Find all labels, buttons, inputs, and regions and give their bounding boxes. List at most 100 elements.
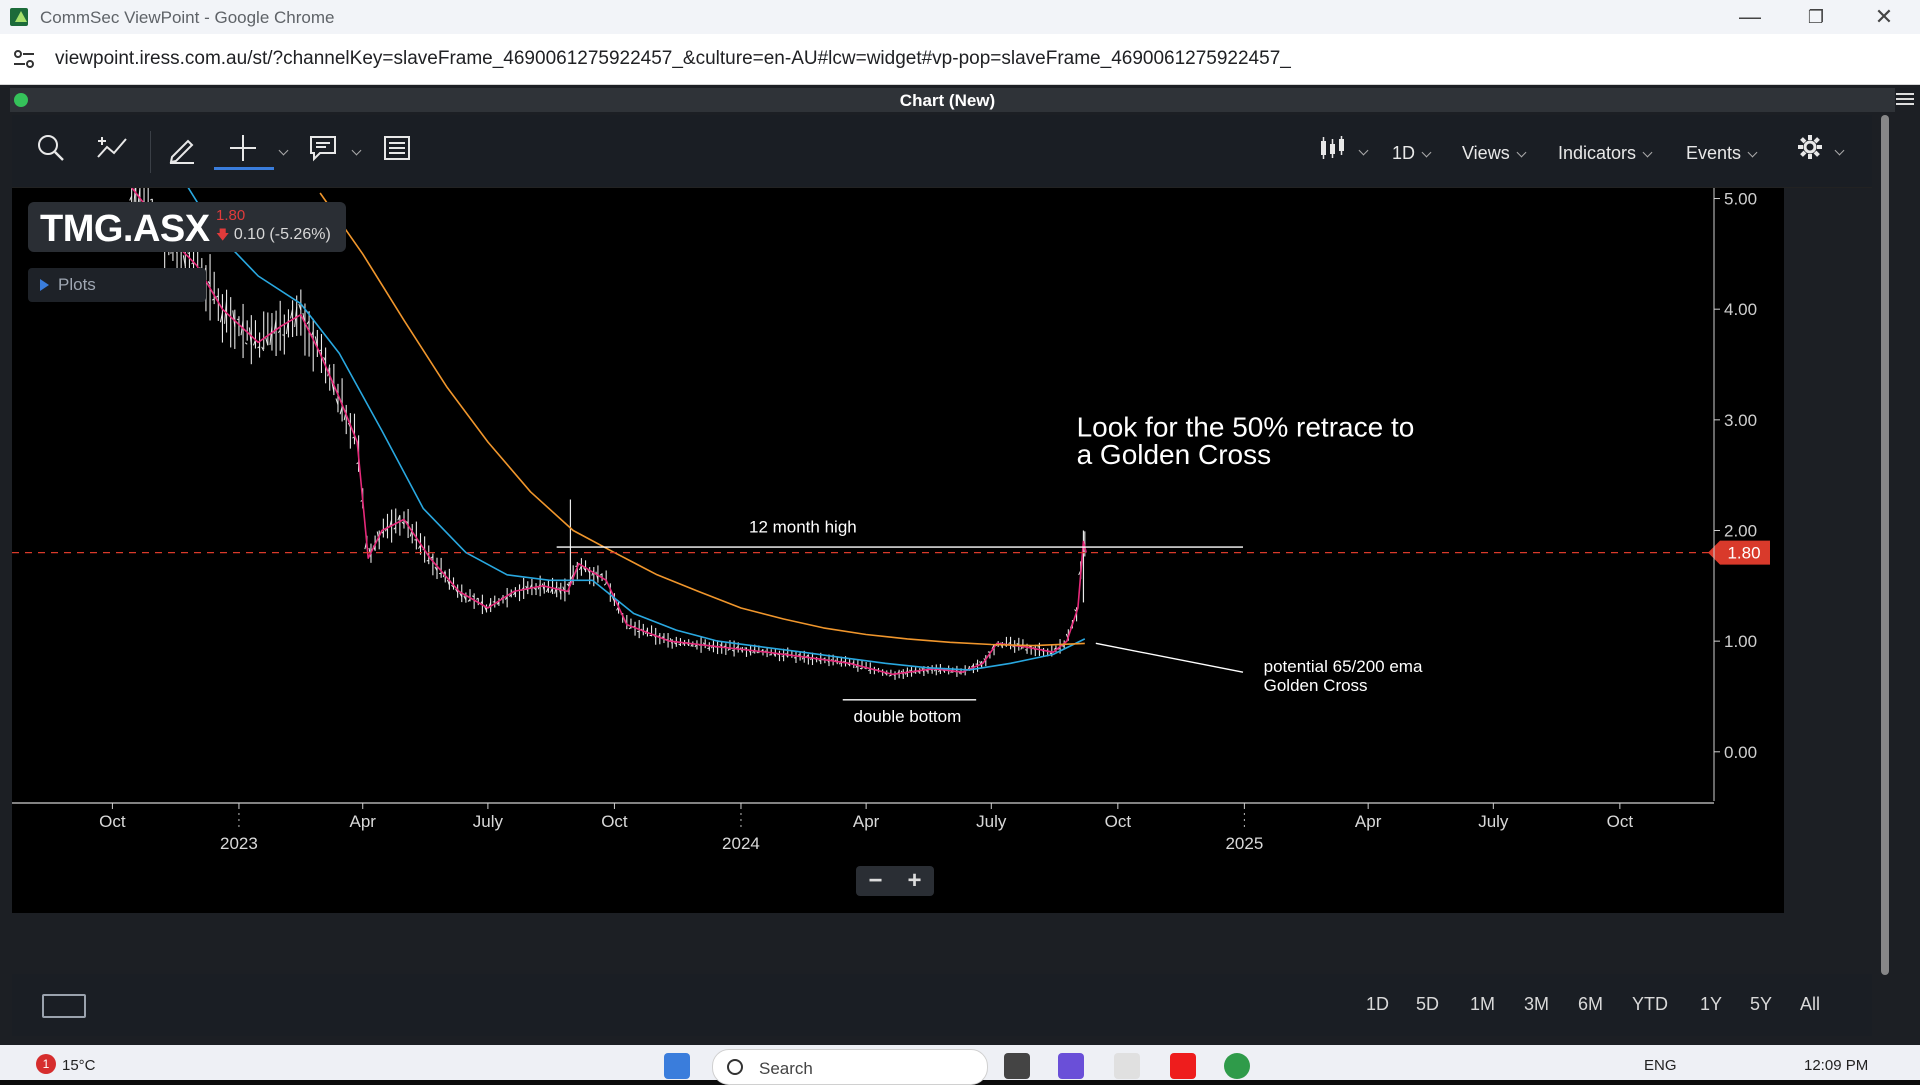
x-tick-label: July bbox=[473, 812, 504, 831]
x-tick-label: Oct bbox=[601, 812, 628, 831]
site-settings-icon[interactable] bbox=[12, 48, 36, 70]
os-taskbar: 15°C Search ENG 12:09 PM bbox=[0, 1045, 1920, 1080]
price-bar-open bbox=[889, 675, 891, 676]
ticker-legend[interactable]: TMG.ASX 1.80 🡇 0.10 (-5.26%) bbox=[28, 202, 346, 252]
indicators-label: Indicators bbox=[1558, 143, 1636, 163]
range-button-6m[interactable]: 6M bbox=[1578, 994, 1603, 1015]
range-button-3m[interactable]: 3M bbox=[1524, 994, 1549, 1015]
price-bar-open bbox=[604, 584, 606, 586]
windows-start-icon[interactable] bbox=[664, 1053, 690, 1079]
url-text[interactable]: viewpoint.iress.com.au/st/?channelKey=sl… bbox=[55, 48, 1291, 70]
ticker-symbol: TMG.ASX bbox=[40, 208, 210, 251]
x-tick-label: 2024 bbox=[722, 834, 760, 853]
copilot-icon[interactable] bbox=[1058, 1053, 1084, 1079]
annotation-golden-cross: a Golden Cross bbox=[1077, 439, 1272, 470]
language-indicator[interactable]: ENG bbox=[1644, 1057, 1677, 1074]
x-tick-label: Apr bbox=[1355, 812, 1382, 831]
y-tick-label: 1.00 bbox=[1724, 632, 1757, 651]
views-dropdown[interactable]: Views bbox=[1462, 143, 1525, 177]
x-tick-label: Oct bbox=[1105, 812, 1132, 831]
annotation-double-bottom: double bottom bbox=[854, 707, 962, 726]
range-button-5y[interactable]: 5Y bbox=[1750, 994, 1772, 1015]
ema-65-line bbox=[174, 188, 1085, 670]
panel-header: Chart (New) bbox=[10, 88, 1895, 112]
x-tick-label: Oct bbox=[1607, 812, 1634, 831]
data-table-icon[interactable] bbox=[382, 133, 412, 167]
x-tick-label: Apr bbox=[853, 812, 880, 831]
taskbar-search-label: Search bbox=[759, 1059, 813, 1079]
events-label: Events bbox=[1686, 143, 1741, 163]
golden-cross-pointer-line bbox=[1096, 643, 1243, 672]
annotation-12-month-high: 12 month high bbox=[749, 518, 857, 537]
app-logo-icon bbox=[10, 8, 28, 26]
zoom-control: − + bbox=[856, 866, 934, 896]
comment-dropdown-chevron-icon[interactable] bbox=[345, 141, 360, 175]
price-bar-open bbox=[319, 350, 321, 351]
interval-dropdown[interactable]: 1D bbox=[1392, 143, 1430, 177]
ticker-change-value: 0.10 (-5.26%) bbox=[234, 226, 331, 243]
annotation-ema-golden-cross: Golden Cross bbox=[1264, 676, 1368, 695]
range-button-1y[interactable]: 1Y bbox=[1700, 994, 1722, 1015]
range-button-5d[interactable]: 5D bbox=[1416, 994, 1439, 1015]
ticker-price: 1.80 bbox=[216, 207, 245, 224]
range-button-1m[interactable]: 1M bbox=[1470, 994, 1495, 1015]
restore-button[interactable]: ❐ bbox=[1796, 4, 1836, 30]
youtube-icon[interactable] bbox=[1170, 1053, 1196, 1079]
price-chart[interactable]: 1.80 Look for the 50% retrace toa Golden… bbox=[12, 188, 1784, 913]
chrome-icon[interactable] bbox=[1224, 1053, 1250, 1079]
toolbar-separator bbox=[150, 131, 151, 173]
views-label: Views bbox=[1462, 143, 1510, 163]
range-button-ytd[interactable]: YTD bbox=[1632, 994, 1668, 1015]
y-tick-label: 5.00 bbox=[1724, 190, 1757, 209]
chart-type-chevron-icon[interactable] bbox=[1352, 141, 1367, 175]
range-button-1d[interactable]: 1D bbox=[1366, 994, 1389, 1015]
price-bar-open bbox=[245, 343, 247, 345]
window-title: CommSec ViewPoint - Google Chrome bbox=[40, 8, 334, 28]
comment-icon[interactable] bbox=[308, 133, 338, 167]
price-bar-open bbox=[860, 668, 862, 669]
range-button-all[interactable]: All bbox=[1800, 994, 1820, 1015]
x-tick-label: 2025 bbox=[1225, 834, 1263, 853]
x-tick-label: July bbox=[976, 812, 1007, 831]
pencil-icon[interactable] bbox=[166, 133, 198, 167]
ema-fast-line bbox=[132, 188, 1086, 674]
crosshair-dropdown-chevron-icon[interactable] bbox=[272, 141, 287, 175]
y-tick-label: 2.00 bbox=[1724, 521, 1757, 540]
chart-type-candlestick-icon[interactable] bbox=[1318, 133, 1348, 167]
price-bar-open bbox=[819, 660, 821, 661]
events-dropdown[interactable]: Events bbox=[1686, 143, 1756, 177]
window-titlebar: CommSec ViewPoint - Google Chrome — ❐ ✕ bbox=[0, 0, 1920, 34]
notification-badge: 1 bbox=[36, 1054, 56, 1074]
search-icon bbox=[727, 1059, 743, 1075]
y-tick-label: 0.00 bbox=[1724, 743, 1757, 762]
keyboard-icon[interactable] bbox=[42, 994, 86, 1018]
y-tick-label: 3.00 bbox=[1724, 411, 1757, 430]
search-icon[interactable] bbox=[36, 133, 66, 167]
address-bar[interactable]: viewpoint.iress.com.au/st/?channelKey=sl… bbox=[0, 34, 1920, 85]
range-bar: 1D 5D 1M 3M 6M YTD 1Y 5Y All bbox=[12, 974, 1872, 1036]
plots-label: Plots bbox=[58, 275, 96, 295]
zoom-in-button[interactable]: + bbox=[895, 866, 934, 896]
zoom-out-button[interactable]: − bbox=[856, 866, 895, 896]
ema-200-line bbox=[320, 193, 1085, 646]
x-tick-label: Apr bbox=[349, 812, 376, 831]
price-bar-open bbox=[678, 644, 680, 645]
settings-gear-icon[interactable] bbox=[1796, 133, 1824, 167]
close-button[interactable]: ✕ bbox=[1864, 4, 1904, 30]
plots-toggle[interactable]: Plots bbox=[28, 268, 206, 302]
clock-time[interactable]: 12:09 PM bbox=[1804, 1057, 1868, 1074]
crosshair-tool-button[interactable] bbox=[214, 133, 274, 170]
snipping-tool-icon[interactable] bbox=[1114, 1053, 1140, 1079]
minimize-button[interactable]: — bbox=[1730, 4, 1770, 30]
arrow-down-icon: 🡇 bbox=[216, 227, 229, 242]
indicators-dropdown[interactable]: Indicators bbox=[1558, 143, 1651, 177]
panel-menu-icon[interactable] bbox=[1896, 90, 1914, 106]
task-view-icon[interactable] bbox=[1004, 1053, 1030, 1079]
vertical-scrollbar[interactable] bbox=[1880, 115, 1890, 975]
interval-label: 1D bbox=[1392, 143, 1415, 163]
drawing-tools-icon[interactable] bbox=[96, 133, 130, 167]
ticker-change: 🡇 0.10 (-5.26%) bbox=[216, 226, 331, 248]
settings-chevron-icon[interactable] bbox=[1828, 141, 1843, 175]
x-tick-label: July bbox=[1478, 812, 1509, 831]
